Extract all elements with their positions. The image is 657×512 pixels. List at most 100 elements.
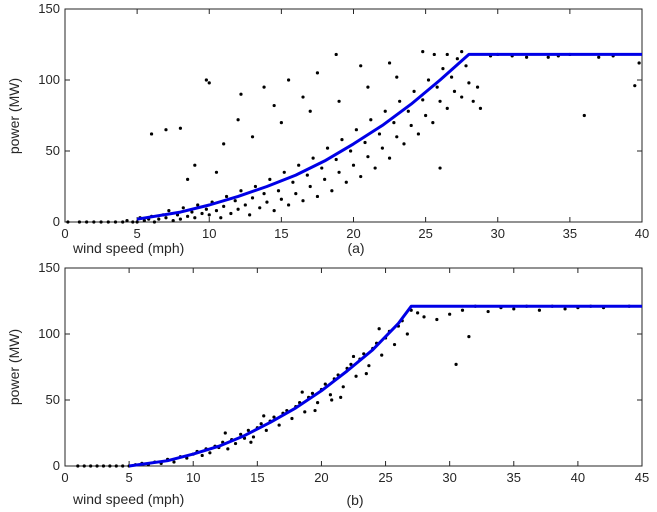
x-tick-label-a: 30 [491,226,505,241]
data-point-a [265,200,269,204]
data-point-a [193,163,197,167]
data-point-b [95,464,99,468]
data-point-a [315,194,320,199]
data-point-a [330,189,334,193]
data-point-a [334,52,338,57]
data-point-a [131,220,135,224]
data-point-a [467,81,471,85]
data-point-a [236,118,240,122]
data-point-b [537,308,542,312]
data-point-a [311,156,315,160]
data-point-a [395,135,399,139]
x-tick-label-b: 30 [442,470,456,485]
x-tick-label-b: 0 [61,470,68,485]
data-point-a [233,199,237,203]
data-point-a [337,170,341,174]
scatter-points-b [76,304,631,468]
y-axis-label-a: power (MW) [6,78,22,154]
data-point-a [460,50,464,54]
data-point-a [297,163,301,167]
data-point-b [223,431,227,435]
tick-group-a: 0 5 10 15 20 25 30 35 40 0 50 100 150 [38,1,649,241]
data-point-a [349,149,353,153]
data-point-a [121,220,125,224]
data-point-a [380,146,384,150]
data-point-a [294,192,298,196]
data-point-a [315,71,320,75]
data-point-a [308,109,312,113]
x-tick-label-a: 20 [346,226,360,241]
y-axis-label-b: power (MW) [6,329,22,405]
data-point-b [354,374,358,378]
data-point-a [207,81,211,85]
x-axis-label-a: wind speed (mph) [72,240,184,256]
data-point-a [301,199,305,203]
data-point-a [344,180,348,184]
data-point-a [471,99,475,103]
data-point-a [308,184,312,189]
data-point-b [341,385,345,389]
data-point-a [164,216,168,220]
data-point-b [76,464,80,468]
data-point-a [178,126,182,130]
data-point-b [405,332,409,336]
data-point-a [337,99,341,103]
data-point-a [452,89,457,93]
data-point-b [233,441,238,446]
data-point-a [421,98,425,102]
data-point-a [243,203,247,207]
data-point-a [149,132,154,136]
data-point-b [467,335,471,339]
data-point-b [563,307,567,311]
data-point-b [114,464,118,468]
data-point-b [315,401,320,405]
data-point-b [422,315,426,319]
data-point-a [171,218,175,223]
data-point-b [251,435,256,439]
data-point-a [323,177,327,181]
data-point-a [421,50,425,54]
x-tick-label-b: 10 [186,470,200,485]
data-point-b [310,391,315,395]
data-point-a [441,67,445,71]
data-point-b [392,342,397,347]
data-point-b [351,354,356,359]
y-tick-label-a: 100 [38,72,60,87]
data-point-b [300,390,304,394]
data-point-a [135,220,139,224]
data-point-b [246,428,250,432]
data-point-a [222,142,226,146]
y-tick-label-b: 150 [38,260,60,275]
data-point-a [258,206,262,210]
data-point-a [190,210,194,214]
data-point-b [339,395,343,399]
data-point-b [512,307,516,311]
data-point-a [219,216,223,220]
tick-group-b: 0 5 10 15 20 25 30 35 40 45 0 50 100 150 [38,260,649,485]
panel-label-b: (b) [346,492,363,508]
x-tick-label-a: 0 [61,226,68,241]
x-tick-label-a: 5 [134,226,141,241]
x-tick-label-b: 25 [378,470,392,485]
data-point-a [186,177,190,181]
data-point-a [214,209,219,213]
data-point-b [259,422,263,426]
data-point-a [449,75,454,79]
data-point-b [264,428,268,432]
scatter-points-a [66,50,641,224]
data-point-a [250,135,255,139]
data-point-a [66,220,70,224]
data-point-a [248,213,252,217]
data-point-b [108,464,112,468]
data-point-a [582,113,586,118]
data-point-a [282,170,286,174]
data-point-b [82,464,86,468]
data-point-a [478,106,483,110]
data-point-a [207,213,211,217]
data-point-a [181,206,185,210]
data-point-a [464,64,468,68]
data-point-b [380,353,384,357]
data-point-b [448,312,452,316]
data-point-a [340,138,344,142]
